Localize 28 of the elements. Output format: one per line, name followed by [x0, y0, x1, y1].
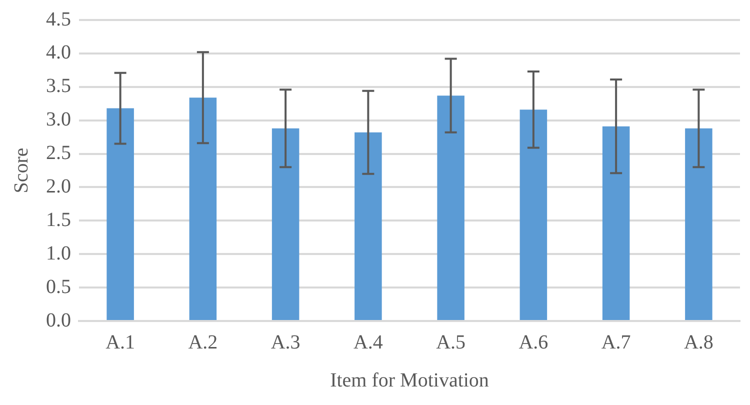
bar — [189, 98, 217, 320]
y-tick-label: 2.0 — [46, 175, 71, 198]
y-tick-label: 3.5 — [46, 75, 71, 98]
bar — [685, 128, 712, 320]
bar — [437, 96, 464, 320]
bar — [520, 110, 548, 320]
x-tick-label: A.5 — [436, 331, 466, 354]
x-tick-label: A.6 — [518, 331, 548, 354]
y-axis-title: Score — [10, 148, 32, 194]
y-tick-label: 3.0 — [46, 108, 71, 131]
x-tick-label: A.4 — [353, 331, 383, 354]
y-tick-label: 4.0 — [46, 42, 71, 64]
x-tick-label: A.8 — [684, 331, 714, 354]
x-tick-label: A.3 — [270, 331, 300, 354]
y-tick-label: 0.0 — [46, 309, 71, 332]
y-tick-label: 4.5 — [46, 8, 71, 30]
bar — [602, 126, 630, 320]
y-tick-label: 0.5 — [46, 276, 71, 298]
bar — [106, 108, 134, 320]
x-tick-label: A.1 — [106, 331, 136, 354]
x-axis-title: Item for Motivation — [330, 369, 489, 392]
x-tick-label: A.7 — [601, 331, 631, 354]
y-tick-label: 2.5 — [46, 142, 71, 164]
bar — [354, 132, 382, 320]
y-tick-label: 1.5 — [46, 208, 71, 231]
x-tick-label: A.2 — [188, 331, 218, 354]
y-tick-label: 1.0 — [46, 242, 71, 264]
bar — [272, 128, 300, 320]
